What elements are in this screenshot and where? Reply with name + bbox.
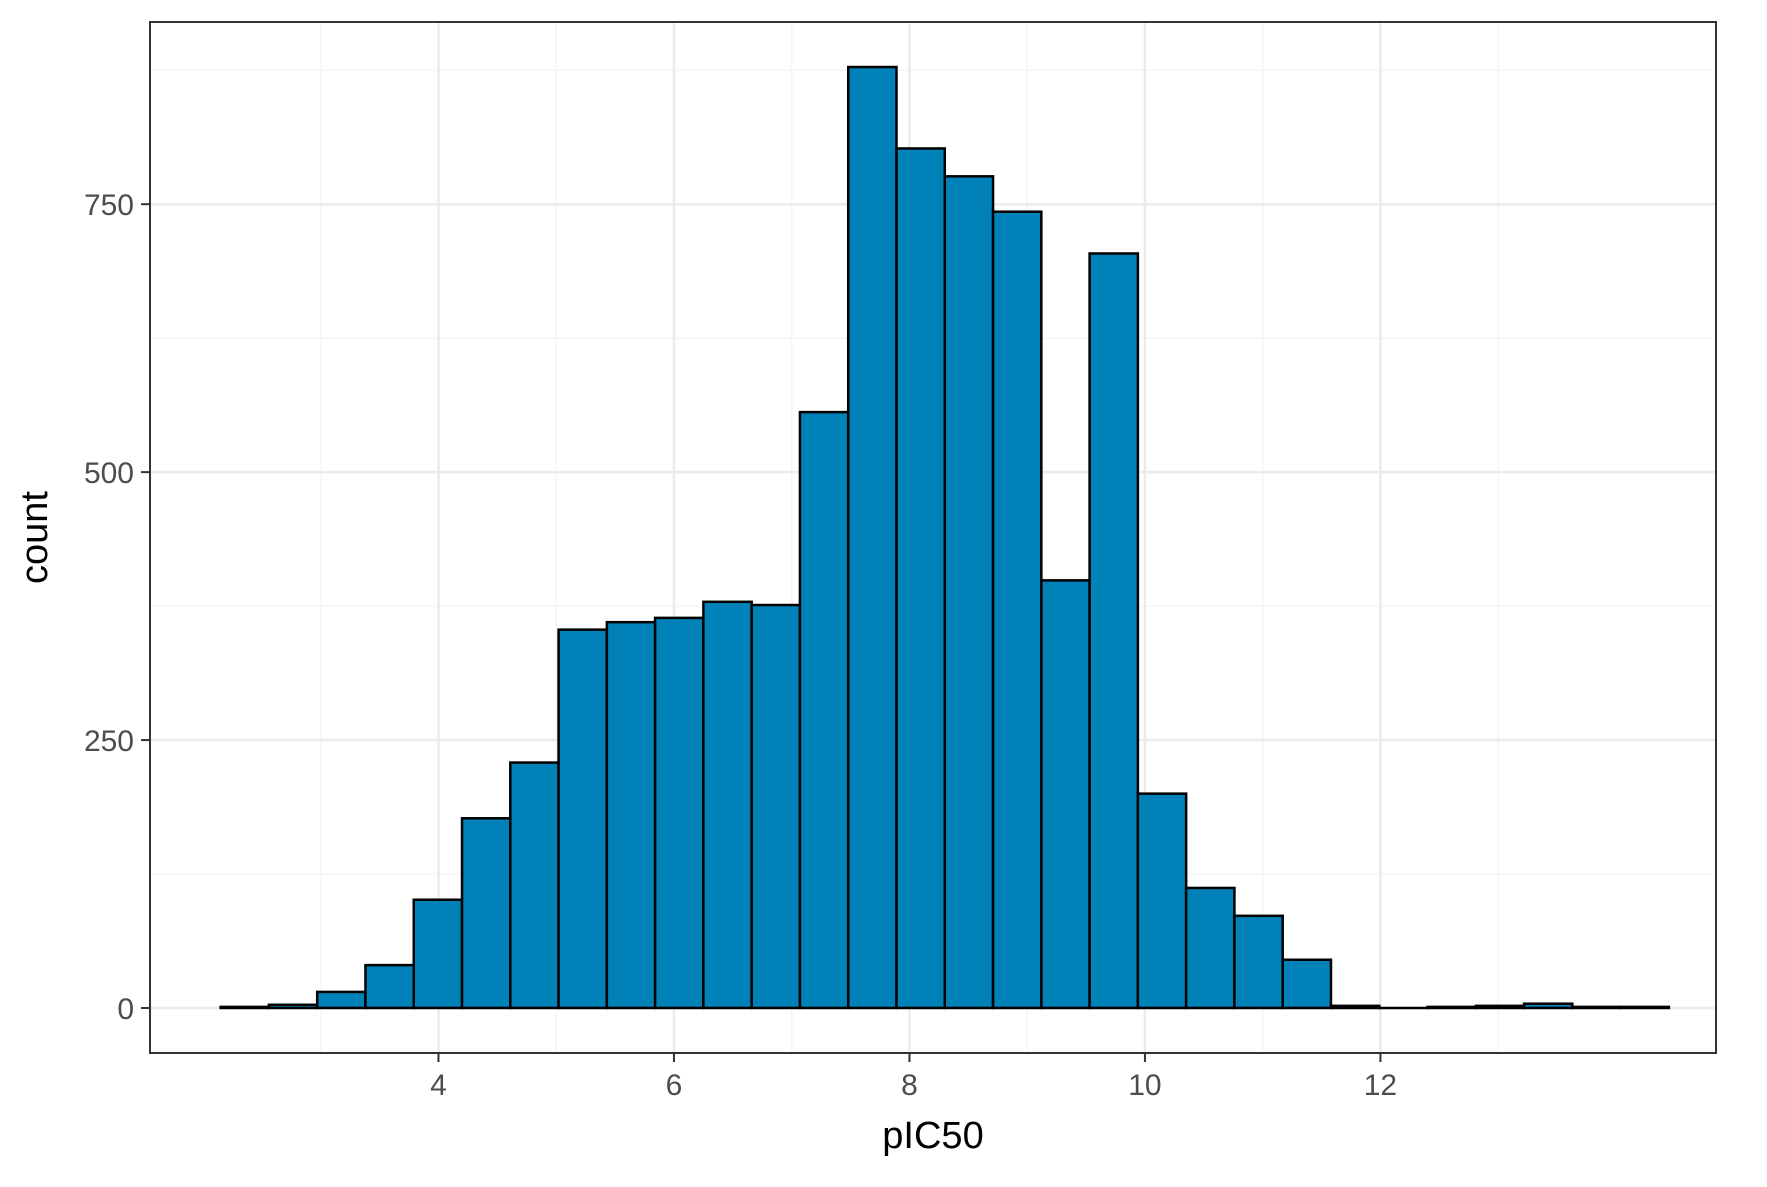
histogram-bar xyxy=(317,992,365,1008)
y-axis-title: count xyxy=(14,491,56,584)
histogram-bar xyxy=(1524,1004,1572,1008)
histogram-bar xyxy=(1090,253,1138,1007)
x-tick-label: 6 xyxy=(666,1069,683,1102)
x-tick-label: 10 xyxy=(1128,1069,1161,1102)
histogram-bar xyxy=(752,605,800,1008)
histogram-bar xyxy=(559,630,607,1008)
histogram-bar xyxy=(945,176,993,1008)
histogram-bar xyxy=(1283,960,1331,1008)
histogram-bar xyxy=(896,148,944,1008)
x-tick-label: 12 xyxy=(1364,1069,1397,1102)
histogram-bar xyxy=(1138,794,1186,1008)
x-tick-label: 4 xyxy=(430,1069,447,1102)
histogram-bar xyxy=(269,1005,317,1008)
histogram-bar xyxy=(1186,888,1234,1008)
histogram-bar xyxy=(703,602,751,1008)
y-tick-label: 0 xyxy=(117,993,134,1026)
histogram-bar xyxy=(510,763,558,1008)
histogram-bar xyxy=(1041,580,1089,1008)
histogram-bar xyxy=(800,412,848,1008)
histogram-bar xyxy=(655,618,703,1008)
histogram-bar xyxy=(1476,1006,1524,1008)
histogram-bar xyxy=(462,818,510,1008)
y-tick-label: 750 xyxy=(84,189,134,222)
x-tick-label: 8 xyxy=(901,1069,918,1102)
histogram-bar xyxy=(848,67,896,1008)
histogram-bar xyxy=(1621,1007,1669,1008)
y-tick-label: 250 xyxy=(84,725,134,758)
histogram-bar xyxy=(221,1007,269,1008)
y-tick-label: 500 xyxy=(84,457,134,490)
histogram-bar xyxy=(414,900,462,1008)
histogram-bar xyxy=(365,965,413,1008)
histogram-bar xyxy=(1428,1007,1476,1008)
histogram-bar xyxy=(1331,1006,1379,1008)
histogram-bar xyxy=(607,622,655,1008)
histogram-bar xyxy=(1234,916,1282,1008)
x-axis-title: pIC50 xyxy=(882,1115,983,1157)
histogram-bar xyxy=(993,212,1041,1008)
histogram-bar xyxy=(1572,1007,1620,1008)
